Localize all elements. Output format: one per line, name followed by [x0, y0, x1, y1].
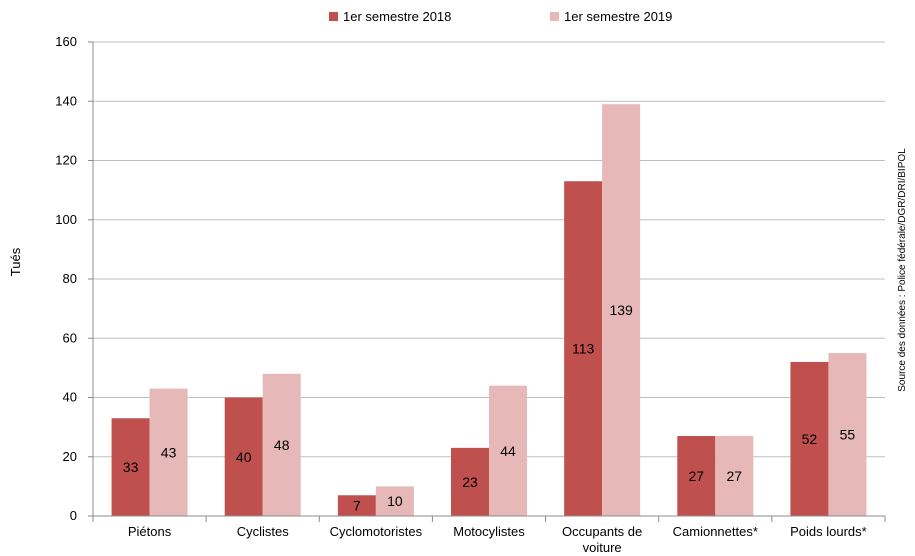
bar — [489, 385, 527, 516]
bars — [111, 104, 867, 517]
y-tick-label: 80 — [63, 271, 77, 286]
source-note: Source des données : Police fédérale/DGR… — [897, 148, 908, 392]
bar — [790, 361, 829, 516]
data-label: 52 — [802, 431, 818, 447]
x-tick-label: voiture — [583, 540, 622, 555]
y-tick-label: 120 — [55, 153, 77, 168]
data-label: 48 — [274, 437, 290, 453]
data-label: 113 — [572, 341, 595, 357]
bar — [262, 373, 301, 516]
data-label: 7 — [353, 498, 361, 514]
bar — [677, 436, 716, 516]
legend-label: 1er semestre 2019 — [564, 9, 672, 24]
data-label: 55 — [840, 427, 856, 443]
data-label: 33 — [123, 459, 139, 475]
bar — [111, 418, 150, 516]
legend-swatch — [329, 12, 338, 21]
bar — [224, 397, 263, 516]
data-labels: 33 43 40 48 7 10 23 44 113 139 27 27 52 55 — [123, 302, 856, 514]
data-label: 43 — [161, 444, 177, 460]
bar — [564, 181, 603, 517]
bar — [602, 104, 641, 517]
x-tick-label: Piétons — [128, 524, 172, 539]
data-label: 10 — [387, 493, 403, 509]
data-label: 27 — [688, 468, 704, 484]
legend-label: 1er semestre 2018 — [343, 9, 451, 24]
data-label: 44 — [500, 443, 516, 459]
x-tick-label: Motocylistes — [453, 524, 525, 539]
y-tick-label: 40 — [63, 390, 77, 405]
axes: 0 20 40 60 80 100 120 140 160 Piétons Cyclistes Cyc… — [55, 34, 886, 555]
bar — [715, 436, 754, 516]
y-tick-label: 160 — [55, 34, 77, 49]
y-tick-label: 20 — [63, 449, 77, 464]
y-axis-label: Tués — [8, 247, 23, 276]
y-tick-label: 0 — [70, 508, 77, 523]
x-tick-label: Camionnettes* — [673, 524, 758, 539]
data-label: 27 — [726, 468, 742, 484]
legend-swatch — [550, 12, 559, 21]
data-label: 40 — [236, 449, 252, 465]
data-label: 139 — [609, 302, 633, 318]
data-label: 23 — [462, 474, 478, 490]
bar — [375, 486, 414, 516]
bar — [451, 447, 489, 516]
bar — [149, 388, 188, 516]
y-tick-label: 140 — [55, 93, 77, 108]
x-tick-label: Poids lourds* — [790, 524, 867, 539]
x-tick-label: Cyclomotoristes — [330, 524, 423, 539]
y-tick-label: 100 — [55, 212, 77, 227]
x-tick-label: Occupants de — [562, 524, 642, 539]
legend: 1er semestre 2018 1er semestre 2019 — [329, 9, 672, 24]
bar — [828, 353, 867, 516]
x-tick-label: Cyclistes — [237, 524, 290, 539]
bar — [337, 495, 376, 516]
y-tick-label: 60 — [63, 330, 77, 345]
